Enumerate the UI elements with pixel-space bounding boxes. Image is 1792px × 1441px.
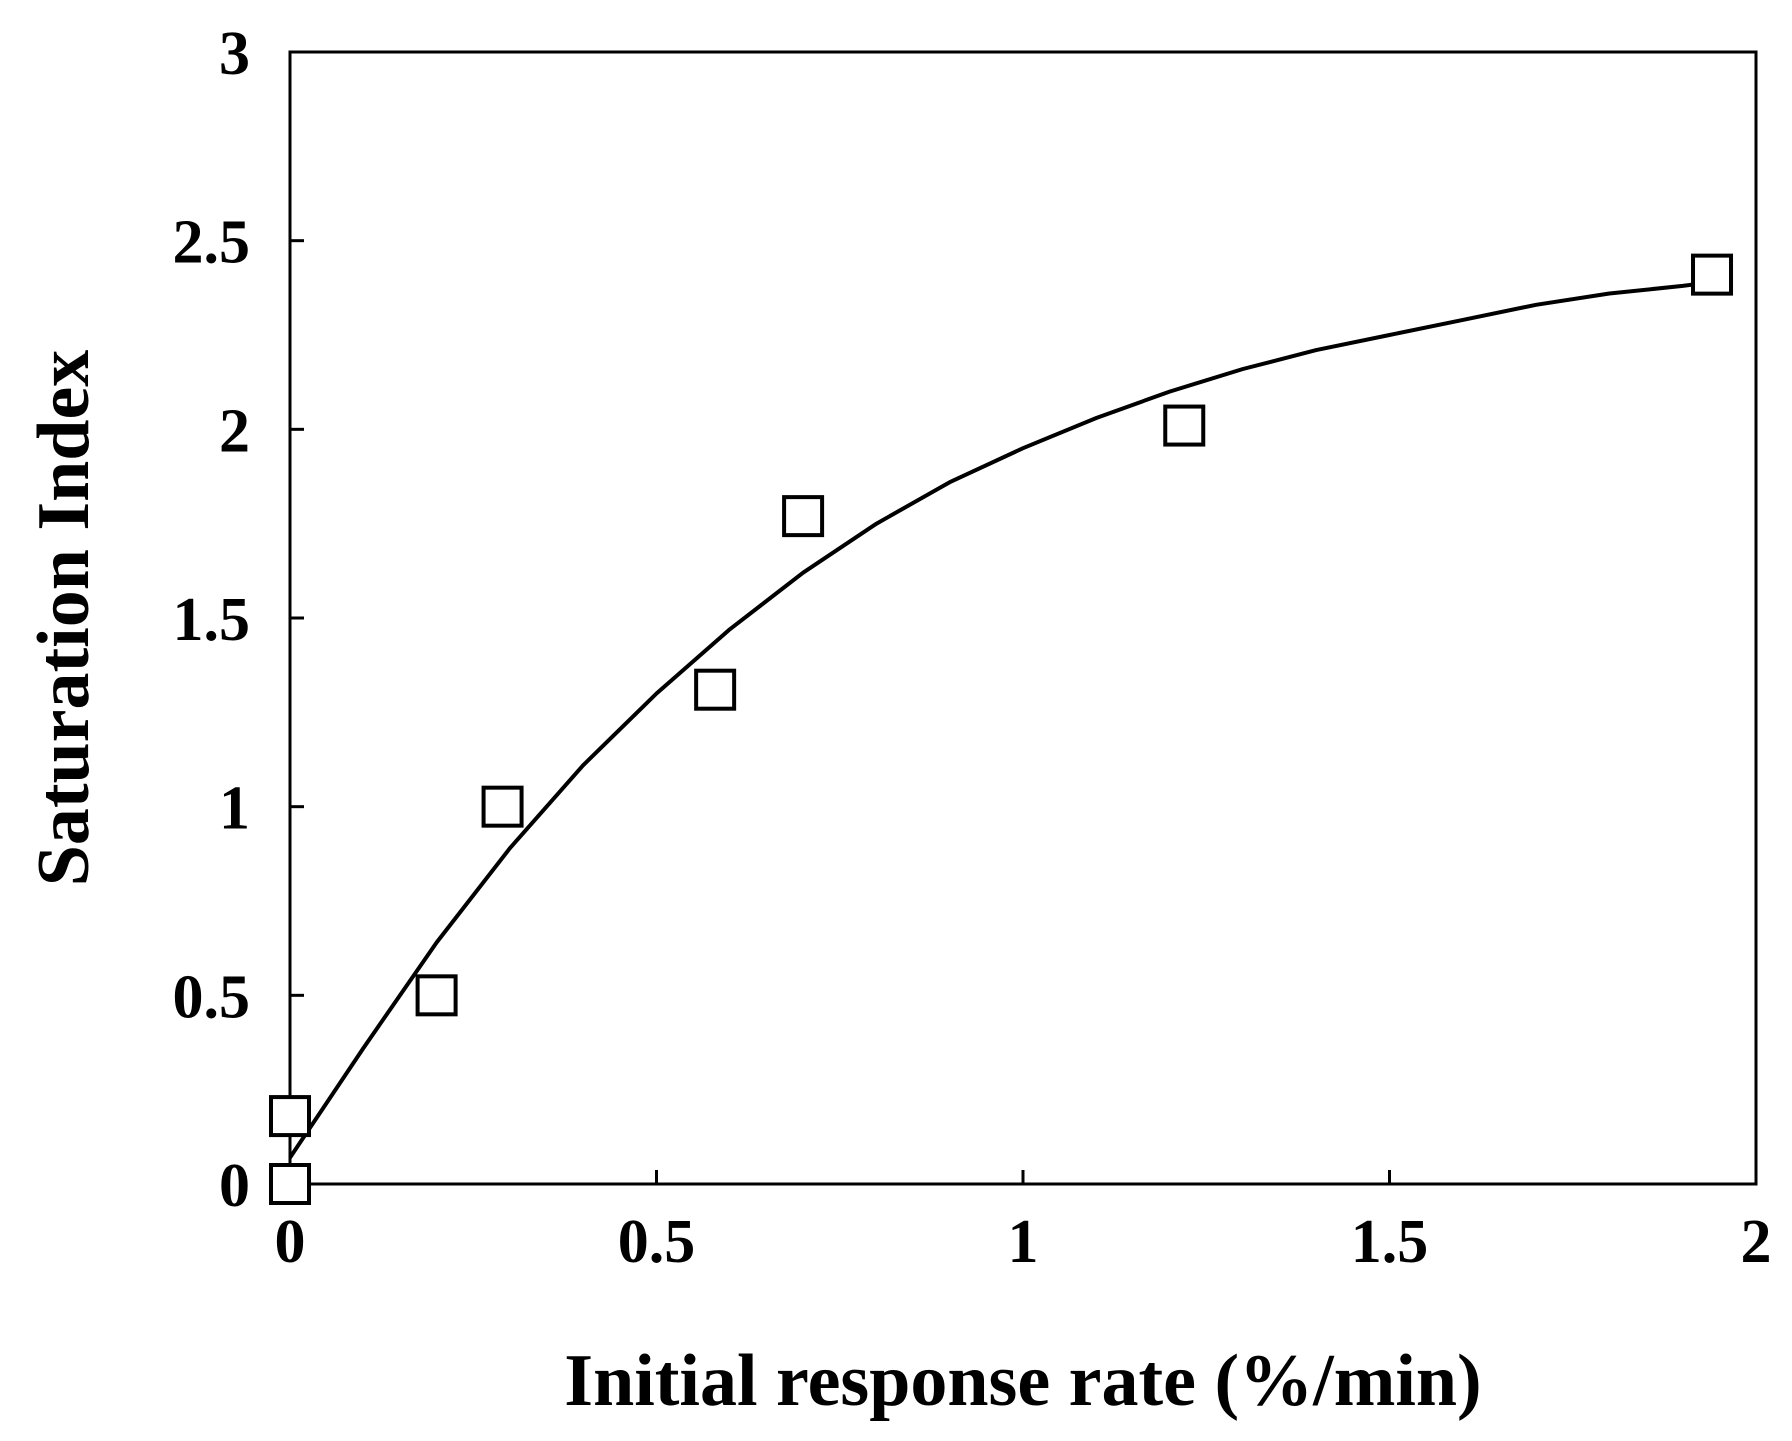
y-tick-label: 0.5 [173, 963, 251, 1031]
data-point-marker [782, 495, 825, 538]
x-tick-label: 0.5 [618, 1208, 696, 1276]
data-point-marker [694, 668, 737, 711]
y-tick-label: 1.5 [173, 586, 251, 654]
data-point-marker [269, 1163, 311, 1205]
fit-curve-line [288, 280, 1713, 1159]
data-point-marker [415, 974, 458, 1017]
x-tick-label: 2 [1741, 1208, 1772, 1276]
data-point-marker [481, 785, 524, 828]
x-axis-title: Initial response rate (%/min) [564, 1340, 1481, 1422]
y-tick-label: 2 [219, 397, 250, 465]
y-tick-label: 3 [219, 20, 250, 88]
y-tick-label: 2.5 [173, 209, 251, 277]
y-tick-label: 1 [219, 775, 250, 843]
data-point-marker [1163, 404, 1206, 447]
y-tick-label: 0 [219, 1152, 250, 1220]
data-point-marker [1691, 253, 1734, 296]
x-axis-ticks: 0 0.5 1 1.5 2 [275, 1170, 1772, 1276]
x-tick-label: 1.5 [1351, 1208, 1429, 1276]
y-axis-title: Saturation Index [23, 350, 105, 887]
x-tick-label: 1 [1008, 1208, 1039, 1276]
x-tick-label: 0 [275, 1208, 306, 1276]
data-point-marker [269, 1095, 311, 1138]
fit-curve-layer [288, 280, 1713, 1159]
y-axis-ticks: 0 0.5 1 1.5 2 2.5 3 [173, 20, 304, 1220]
data-points-layer [269, 253, 1734, 1205]
plot-frame [288, 50, 1758, 1186]
